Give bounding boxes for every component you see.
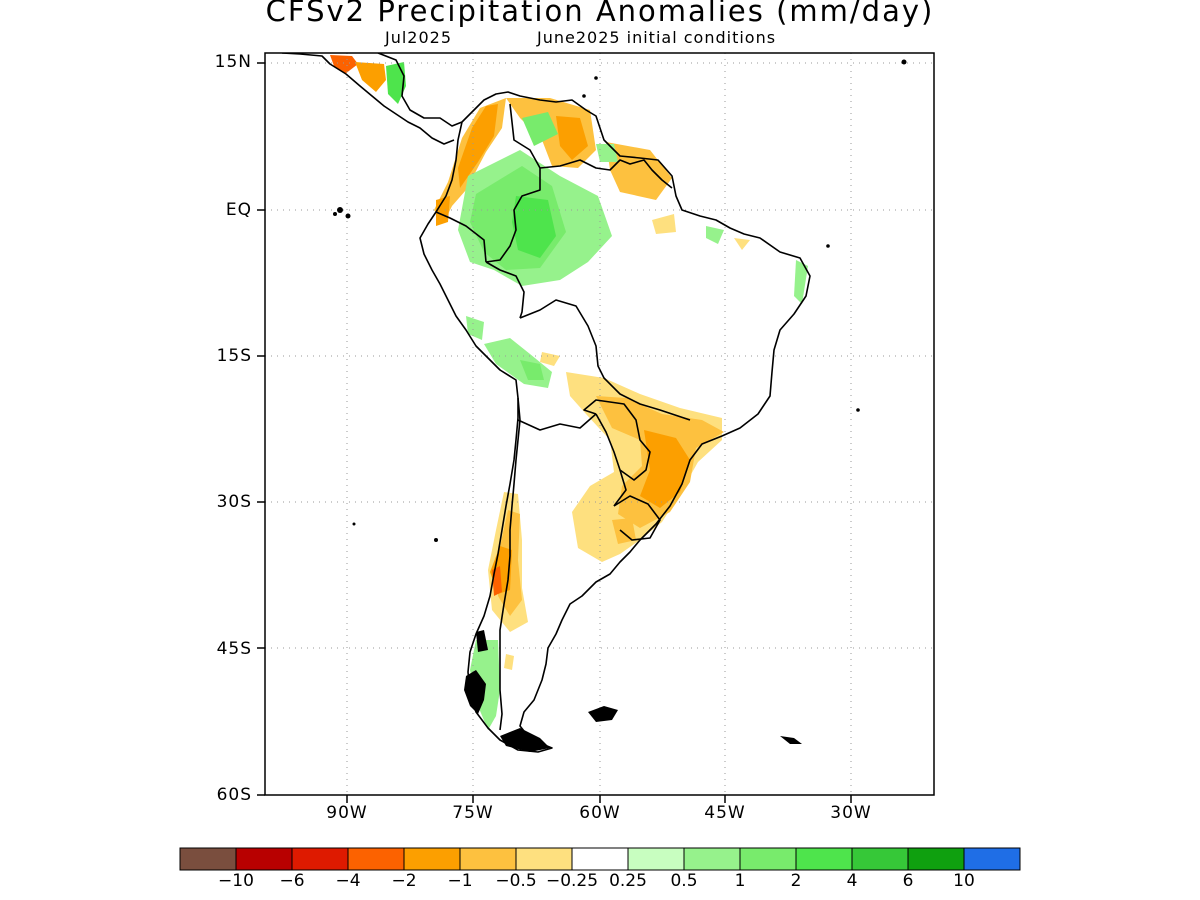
anomaly-positive-venezuela-patch — [522, 112, 558, 146]
colorbar-label: 0.5 — [670, 871, 698, 891]
anomaly-positive-central-america — [386, 62, 406, 104]
falkland-islands — [588, 706, 618, 722]
colorbar-label: −1 — [447, 871, 473, 891]
caribbean-island-2 — [594, 76, 598, 80]
grid-lines — [265, 53, 934, 795]
border-guianas — [539, 159, 673, 189]
border-argentina-chile — [499, 397, 521, 731]
lat-label-eq: EQ — [225, 200, 252, 220]
axis-ticks — [257, 62, 852, 803]
san-felix-island — [352, 522, 356, 526]
border-brazil-north — [485, 261, 525, 319]
colorbar-swatch — [515, 847, 573, 871]
border-andes — [519, 299, 691, 421]
lat-label-15s: 15S — [216, 346, 252, 366]
tierra-del-fuego — [500, 728, 550, 752]
anomaly-negative-central-america — [330, 55, 358, 74]
lon-label-30w: 30W — [830, 803, 872, 823]
border-uruguay — [613, 495, 661, 541]
lat-label-30s: 30S — [216, 492, 252, 512]
coastlines — [281, 53, 811, 753]
colorbar-label: 0.25 — [609, 871, 647, 891]
central-america-caribbean — [377, 53, 463, 127]
colorbar-swatch — [963, 847, 1021, 871]
anomaly-negative-colombia-core — [458, 104, 498, 188]
anomaly-negative-guianas — [606, 142, 672, 200]
colorbar-swatch — [459, 847, 517, 871]
south-georgia — [780, 736, 802, 744]
lat-label-15n: 15N — [214, 52, 252, 72]
border-paraguay — [583, 399, 651, 481]
colorbar-swatch — [347, 847, 405, 871]
colorbar-swatch — [179, 847, 237, 871]
chilean-fjords — [464, 670, 486, 714]
colorbar-swatch — [683, 847, 741, 871]
lat-label-45s: 45S — [216, 639, 252, 659]
anomaly-positive-amazon-core — [512, 196, 556, 258]
valid-month-label: Jul2025 — [385, 28, 453, 47]
lon-label-45w: 45W — [704, 803, 746, 823]
colorbar-label: −4 — [335, 871, 361, 891]
anomaly-negative-bolivia-patch — [540, 352, 560, 366]
anomaly-negative-amapa — [652, 214, 676, 234]
anomaly-layer — [330, 55, 808, 730]
border-argentina-brazil — [613, 469, 627, 507]
colorbar-label: 4 — [846, 871, 858, 891]
colorbar-label: −0.25 — [545, 871, 599, 891]
colorbar-swatch — [739, 847, 797, 871]
galapagos-island-2 — [345, 213, 351, 219]
south-america-coast — [419, 91, 811, 753]
colorbar-label: −2 — [391, 871, 417, 891]
anomaly-negative-ecuador — [436, 196, 450, 226]
anomaly-negative-venezuela-core — [556, 116, 588, 160]
islands — [333, 59, 907, 752]
lon-label-75w: 75W — [452, 803, 494, 823]
colorbar-label: 1 — [734, 871, 746, 891]
lat-label-60s: 60S — [216, 785, 252, 805]
colorbar-swatch — [235, 847, 293, 871]
colorbar-swatch — [571, 847, 629, 871]
colorbar-swatch — [291, 847, 349, 871]
trindade-island — [856, 408, 860, 412]
anomaly-negative-central-america-2 — [355, 62, 386, 92]
border-venezuela — [485, 103, 541, 263]
colorbar-label: −0.5 — [495, 871, 537, 891]
chiloe-island — [476, 630, 488, 652]
colorbar-swatch — [851, 847, 909, 871]
lon-label-60w: 60W — [579, 803, 621, 823]
colorbar-swatch — [795, 847, 853, 871]
colorbar-label: 10 — [953, 871, 975, 891]
anomaly-negative-patagonia — [504, 654, 514, 670]
galapagos-island — [337, 207, 343, 213]
anomaly-positive-brazil-coast — [706, 226, 724, 244]
colorbar-label: 6 — [902, 871, 914, 891]
map-title: CFSv2 Precipitation Anomalies (mm/day) — [265, 0, 935, 28]
anomaly-negative-southern-brazil-core — [640, 430, 690, 508]
caribbean-island — [901, 59, 907, 65]
anomaly-positive-ne-brazil — [794, 260, 808, 304]
fernando-de-noronha — [826, 244, 830, 248]
juan-fernandez-island — [434, 538, 438, 542]
anomaly-positive-peru — [466, 316, 484, 340]
anomaly-positive-bolivia-core — [520, 360, 544, 380]
lon-label-90w: 90W — [326, 803, 368, 823]
anomaly-negative-para — [734, 238, 750, 250]
colorbar-label: −6 — [279, 871, 305, 891]
anomaly-positive-bolivia — [484, 338, 552, 388]
colorbar-swatch — [627, 847, 685, 871]
caribbean-island-3 — [582, 94, 586, 98]
border-ecuador — [435, 211, 487, 263]
initial-conditions-label: June2025 initial conditions — [537, 28, 777, 47]
central-america-coast — [281, 53, 455, 145]
colorbar — [179, 847, 1021, 871]
colorbar-swatch — [907, 847, 965, 871]
colorbar-swatch — [403, 847, 461, 871]
colorbar-label: 2 — [790, 871, 802, 891]
galapagos-island-3 — [333, 212, 337, 216]
border-bolivia-argentina — [517, 413, 597, 431]
colorbar-label: −10 — [218, 871, 254, 891]
